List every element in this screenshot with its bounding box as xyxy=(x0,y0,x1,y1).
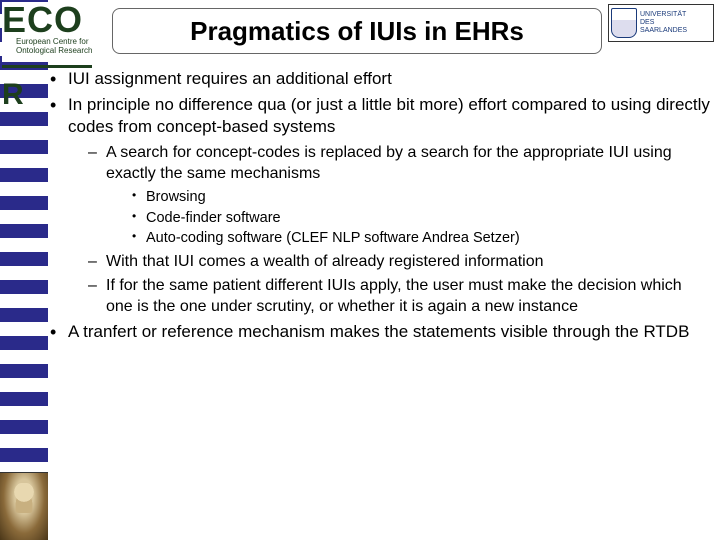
uni-l2: DES xyxy=(640,19,654,26)
bullet-2-3: If for the same patient different IUIs a… xyxy=(88,276,710,317)
logo-sub1: European Centre for xyxy=(16,37,89,46)
bullet-2-1: A search for concept-codes is replaced b… xyxy=(88,143,710,248)
ecor-logo: ECO R European Centre for Ontological Re… xyxy=(2,2,108,62)
bullet-3: A tranfert or reference mechanism makes … xyxy=(50,321,710,343)
slide-body: IUI assignment requires an additional ef… xyxy=(50,68,710,347)
slide-title: Pragmatics of IUIs in EHRs xyxy=(190,16,524,47)
slide-title-box: Pragmatics of IUIs in EHRs xyxy=(112,8,602,54)
bullet-2-text: In principle no difference qua (or just … xyxy=(68,95,710,136)
logo-sub2: Ontological Research xyxy=(16,46,92,55)
bullet-2-1-2: Code-finder software xyxy=(132,209,710,228)
shield-icon xyxy=(611,8,637,38)
bullet-2-1-text: A search for concept-codes is replaced b… xyxy=(106,144,672,181)
portrait-image xyxy=(0,472,48,540)
bullet-1: IUI assignment requires an additional ef… xyxy=(50,68,710,90)
bullet-2-2: With that IUI comes a wealth of already … xyxy=(88,252,710,272)
logo-line1: ECO xyxy=(2,0,83,40)
bullet-2-1-3: Auto-coding software (CLEF NLP software … xyxy=(132,229,710,248)
uni-l1: UNIVERSITÄT xyxy=(640,11,686,18)
logo-line2: R xyxy=(2,78,25,111)
bullet-2: In principle no difference qua (or just … xyxy=(50,94,710,317)
university-logo: UNIVERSITÄT DES SAARLANDES xyxy=(608,4,714,42)
uni-l3: SAARLANDES xyxy=(640,27,687,34)
bullet-2-1-1: Browsing xyxy=(132,188,710,207)
